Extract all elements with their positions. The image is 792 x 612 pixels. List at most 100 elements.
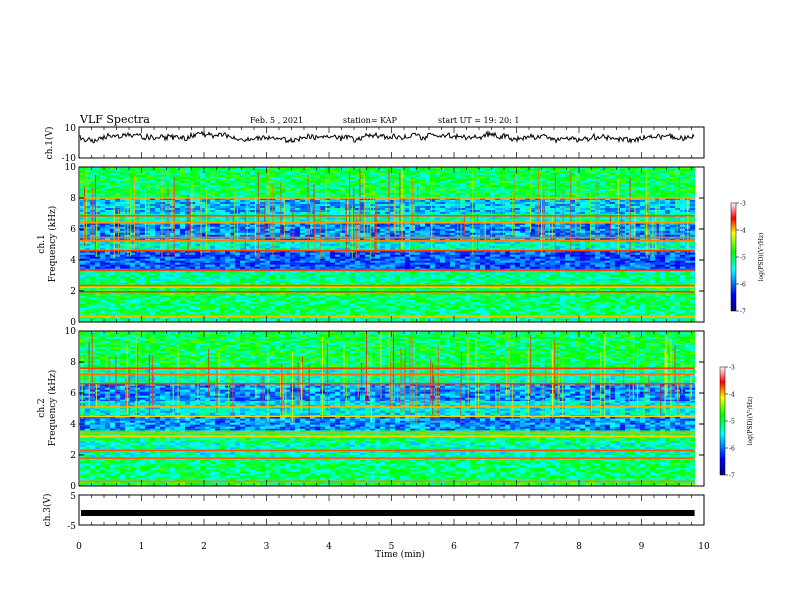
ch1-spectrogram-cell (240, 318, 246, 321)
ch1-spectrogram-cell (310, 254, 316, 257)
ch1-spectrogram-cell (505, 318, 511, 321)
ch1-spectrogram-cell (580, 307, 586, 310)
ch1-spectrogram-cell (580, 266, 586, 269)
ch1-spectrogram-cell (275, 250, 281, 253)
ch1-spectrogram-cell (505, 309, 511, 312)
ch1-spectrogram-cell (690, 258, 696, 261)
ch1-spectrogram-cell (425, 311, 431, 314)
ch1-spectrogram-cell (165, 311, 171, 314)
ch1-spectrogram-cell (265, 311, 271, 314)
ch1-spectrogram-cell (270, 282, 276, 284)
ch1-spectrogram-cell (170, 264, 176, 267)
ch1-spectrogram-cell (410, 303, 416, 306)
ch1-spectrogram-cell (560, 278, 566, 282)
ch1-spectrogram-cell (405, 303, 411, 306)
ch1-spectrogram-cell (625, 289, 631, 292)
ch1-spectrogram-cell (650, 303, 656, 306)
ch1-spectrogram-cell (530, 295, 536, 296)
ch1-spectrogram-cell (450, 256, 456, 259)
ch1-spectrogram-cell (120, 241, 126, 244)
ch1-spectrogram-cell (435, 305, 441, 308)
ch1-spectrogram-cell (165, 309, 171, 312)
ch1-spectrogram-cell (170, 252, 176, 255)
ch1-spectrogram-cell (210, 256, 216, 259)
ch1-spectrogram-cell (405, 283, 411, 286)
ch1-spectrogram-cell (220, 305, 226, 308)
ch1-spectrogram-cell (160, 252, 166, 255)
ch1-spectrogram-cell (515, 295, 521, 296)
ch1-spectrogram-cell (145, 295, 151, 298)
ch1-spectrogram-cell (295, 307, 301, 310)
ch1-spectrogram-cell (670, 295, 676, 296)
ch1-spectrogram-cell (650, 272, 656, 276)
ch1-spectrogram-cell (280, 276, 286, 280)
ch1-spectrogram-cell (415, 309, 421, 312)
ch1-spectrogram-cell (475, 266, 481, 269)
ch1-spectrogram-cell (565, 297, 571, 300)
ch1-spectrogram-cell (160, 297, 166, 300)
ch1-spectrogram-cell (670, 280, 676, 284)
ch1-spectrogram-cell (575, 309, 581, 312)
ch1-spectrogram-cell (440, 260, 446, 263)
ch1-spectrogram-cell (300, 252, 306, 255)
ch1-spectrogram-cell (685, 280, 691, 284)
ch1-spectrogram-cell (370, 309, 376, 312)
ch1-spectrogram-cell (255, 252, 261, 255)
ch1-spectrogram-cell (140, 293, 146, 296)
ch1-spectrogram-cell (295, 270, 301, 274)
ch1-spectrogram-cell (210, 303, 216, 306)
ch1-spectrogram-cell (465, 278, 471, 282)
ch1-spectrogram-cell (360, 260, 366, 263)
ch1-spectrogram-cell (590, 256, 596, 259)
ch1-spectrogram-cell (635, 252, 641, 255)
ch1-spectrogram-cell (620, 262, 626, 265)
ch1-spectrogram-cell (490, 301, 496, 304)
ch1-spectrogram-cell (290, 278, 296, 282)
ch1-spectrogram-cell (205, 264, 211, 267)
ch1-spectrogram-cell (110, 252, 116, 255)
ch1-spectrogram-cell (270, 276, 276, 280)
ch1-spectrogram-cell (530, 262, 536, 265)
ch1-spectrogram-cell (200, 295, 206, 296)
ch1-spectrogram-cell (550, 276, 556, 280)
ch1-spectrogram-cell (225, 256, 231, 259)
ch1-spectrogram-cell (250, 283, 256, 286)
ch1-spectrogram-cell (300, 254, 306, 257)
ch1-spectrogram-cell (220, 282, 226, 284)
ch1-spectrogram-cell (155, 274, 161, 278)
ch1-spectrogram-cell (155, 287, 161, 290)
ch1-spectrogram-cell (385, 254, 391, 257)
ch1-spectrogram-cell (175, 262, 181, 265)
ch1-spectrogram-cell (80, 289, 86, 292)
ch1-spectrogram-cell (220, 264, 226, 267)
ch1-spectrogram-cell (495, 274, 501, 278)
ch1-spectrogram-cell (255, 311, 261, 314)
ch1-spectrogram-cell (440, 311, 446, 314)
ch1-spectrogram-cell (540, 289, 546, 292)
ch1-spectrogram-cell (535, 311, 541, 314)
ch1-spectrogram-cell (125, 283, 131, 286)
ch1-spectrogram-cell (305, 278, 311, 282)
ch1-spectrogram-cell (520, 320, 526, 323)
ch1-spectrogram-cell (95, 313, 101, 316)
ch1-spectrogram-cell (665, 316, 671, 319)
ch1-spectrogram-cell (325, 313, 331, 316)
ch1-spectrogram-cell (330, 293, 336, 296)
ch1-spectrogram-cell (85, 280, 91, 284)
ch1-spectrogram-cell (500, 283, 506, 286)
ch1-spectrogram-cell (445, 287, 451, 290)
ch1-spectrogram-cell (515, 283, 521, 286)
ch1-spectrogram-cell (370, 274, 376, 278)
ch1-spectrogram-cell (665, 283, 671, 286)
ch1-spectrogram-cell (300, 287, 306, 290)
ch1-spectrogram-cell (235, 289, 241, 292)
ch1-spectrogram-cell (595, 272, 601, 276)
ch1-spectrogram-cell (690, 309, 696, 312)
ch1-spectrogram-cell (135, 303, 141, 306)
ch1-spectrogram-cell (140, 303, 146, 306)
ch1-spectrogram-cell (605, 295, 611, 298)
ch1-spectrogram-cell (560, 250, 566, 253)
ch1-spectrogram-cell (250, 307, 256, 310)
ch1-spectrogram-cell (270, 318, 276, 321)
ch1-spectrogram-cell (80, 293, 86, 296)
